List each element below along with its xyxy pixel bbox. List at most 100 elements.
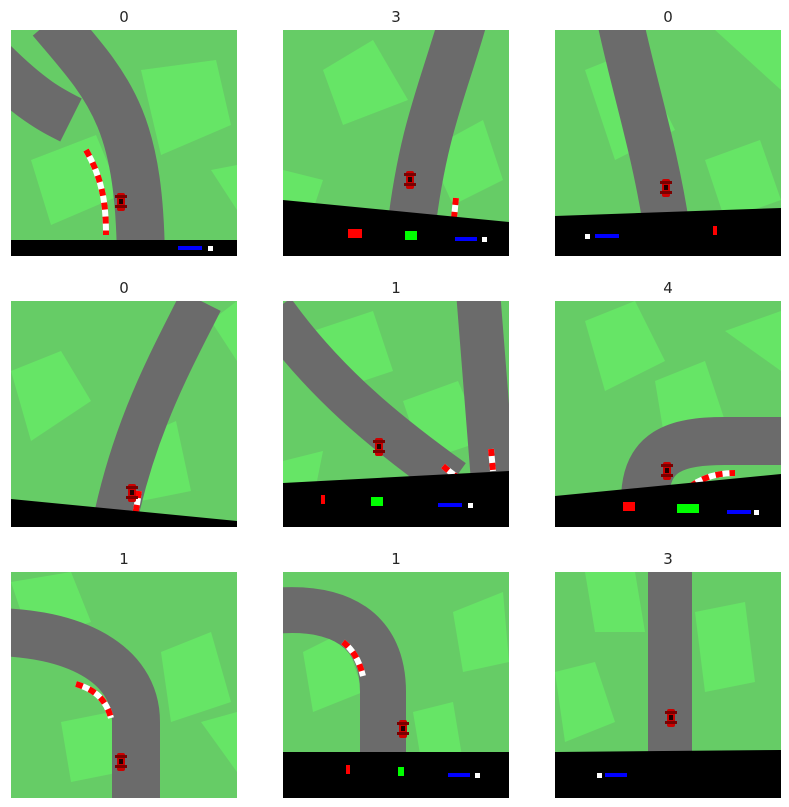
grass-tile bbox=[141, 60, 231, 155]
frame-panel: 1 bbox=[283, 275, 509, 528]
hud-panel bbox=[11, 240, 237, 256]
road-segment bbox=[387, 30, 486, 233]
speed-bar bbox=[178, 246, 202, 250]
hud-panel bbox=[555, 474, 781, 527]
gyro-bar bbox=[405, 231, 417, 240]
hud-panel bbox=[555, 750, 781, 798]
frame-panel: 0 bbox=[11, 4, 237, 257]
speed-bar bbox=[455, 237, 477, 241]
game-frame bbox=[283, 30, 509, 256]
frame-panel: 1 bbox=[11, 546, 237, 799]
grass-tile bbox=[11, 351, 91, 441]
kerb-stripes bbox=[83, 148, 109, 236]
grass-tile bbox=[585, 572, 645, 632]
game-frame bbox=[283, 301, 509, 527]
panel-title: 0 bbox=[119, 279, 129, 297]
red-race-car-icon bbox=[126, 484, 138, 502]
red-race-car-icon bbox=[373, 438, 385, 456]
abs-indicator bbox=[597, 773, 602, 778]
grass-tile bbox=[283, 170, 323, 210]
gyro-bar bbox=[677, 504, 699, 513]
grass-tile bbox=[303, 632, 363, 712]
hud-panel bbox=[11, 499, 237, 527]
kerb-stripes bbox=[75, 681, 114, 719]
panel-title: 3 bbox=[663, 550, 673, 568]
panel-title: 0 bbox=[119, 8, 129, 26]
race-track-view bbox=[555, 572, 781, 798]
abs-indicator bbox=[208, 246, 213, 251]
speed-bar bbox=[448, 773, 470, 777]
grass-tile bbox=[725, 311, 781, 371]
speed-bar bbox=[595, 234, 619, 238]
hud-panel bbox=[283, 752, 509, 798]
race-track-view bbox=[11, 572, 237, 798]
game-frame bbox=[11, 30, 237, 256]
road-segment bbox=[11, 608, 160, 798]
red-race-car-icon bbox=[665, 709, 677, 727]
panel-title: 1 bbox=[391, 279, 401, 297]
game-frame bbox=[283, 572, 509, 798]
race-track-view bbox=[283, 572, 509, 798]
steering-bar bbox=[321, 495, 325, 504]
kerb-stripes bbox=[488, 448, 496, 472]
hud-panel bbox=[283, 471, 509, 527]
race-track-view bbox=[555, 301, 781, 527]
abs-indicator bbox=[468, 503, 473, 508]
red-race-car-icon bbox=[115, 753, 127, 771]
race-track-view bbox=[11, 301, 237, 527]
grass-tile bbox=[555, 662, 615, 742]
red-race-car-icon bbox=[661, 462, 673, 480]
grass-tile bbox=[705, 140, 781, 220]
game-frame bbox=[555, 301, 781, 527]
race-track-view bbox=[11, 30, 237, 256]
grass-tile bbox=[323, 40, 408, 125]
grass-tile bbox=[201, 712, 237, 772]
game-frame bbox=[11, 301, 237, 527]
hud-panel bbox=[283, 200, 509, 256]
gyro-bar bbox=[371, 497, 383, 506]
panel-title: 3 bbox=[391, 8, 401, 26]
abs-indicator bbox=[475, 773, 480, 778]
frame-panel: 1 bbox=[283, 546, 509, 799]
road-segment bbox=[621, 417, 781, 503]
abs-indicator bbox=[482, 237, 487, 242]
grass-tile bbox=[695, 602, 755, 692]
frame-panel: 0 bbox=[11, 275, 237, 528]
race-track-view bbox=[283, 301, 509, 527]
gyro-bar bbox=[398, 767, 404, 776]
road-segment bbox=[283, 587, 406, 798]
abs-indicator bbox=[585, 234, 590, 239]
game-frame bbox=[555, 572, 781, 798]
grass-tile bbox=[61, 712, 121, 782]
game-frame bbox=[11, 572, 237, 798]
frame-panel: 0 bbox=[555, 4, 781, 257]
steering-bar bbox=[713, 226, 717, 235]
panel-title: 0 bbox=[663, 8, 673, 26]
kerb-stripes bbox=[451, 197, 459, 219]
red-race-car-icon bbox=[660, 179, 672, 197]
panel-title: 1 bbox=[391, 550, 401, 568]
road-segment bbox=[598, 30, 690, 234]
steering-bar bbox=[346, 765, 350, 774]
panel-title: 1 bbox=[119, 550, 129, 568]
red-race-car-icon bbox=[397, 720, 409, 738]
frame-panel: 3 bbox=[555, 546, 781, 799]
steering-bar bbox=[623, 502, 635, 511]
grass-tile bbox=[31, 135, 121, 225]
abs-indicator bbox=[754, 510, 759, 515]
speed-bar bbox=[605, 773, 627, 777]
road-segment bbox=[11, 45, 82, 142]
grass-tile bbox=[161, 632, 231, 722]
grass-tile bbox=[715, 30, 781, 90]
grass-tile bbox=[585, 301, 665, 391]
speed-bar bbox=[438, 503, 462, 507]
race-track-view bbox=[283, 30, 509, 256]
road-segment bbox=[283, 301, 466, 499]
speed-bar bbox=[727, 510, 751, 514]
red-race-car-icon bbox=[404, 171, 416, 189]
steering-bar bbox=[348, 229, 362, 238]
frame-panel: 3 bbox=[283, 4, 509, 257]
panel-title: 4 bbox=[663, 279, 673, 297]
red-race-car-icon bbox=[115, 193, 127, 211]
